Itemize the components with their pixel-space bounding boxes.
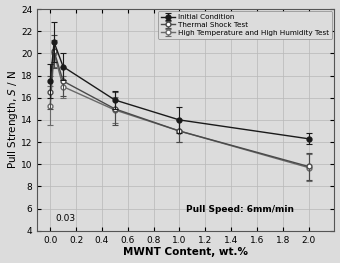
Legend: Initial Condition, Thermal Shock Test, High Temperature and High Humidity Test: Initial Condition, Thermal Shock Test, H… bbox=[158, 11, 332, 39]
Text: 0.03: 0.03 bbox=[55, 214, 75, 223]
X-axis label: MWNT Content, wt.%: MWNT Content, wt.% bbox=[123, 247, 249, 257]
Text: Pull Speed: 6mm/min: Pull Speed: 6mm/min bbox=[186, 205, 294, 214]
Y-axis label: Pull Strength, $S$ / N: Pull Strength, $S$ / N bbox=[5, 70, 20, 169]
